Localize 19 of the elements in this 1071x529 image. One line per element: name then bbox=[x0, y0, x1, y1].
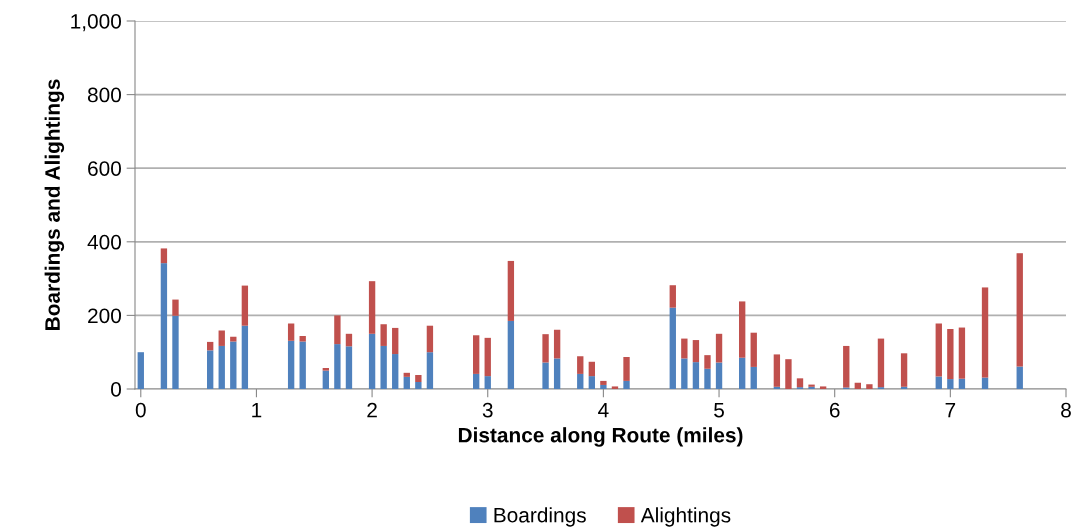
x-axis-title: Distance along Route (miles) bbox=[458, 427, 743, 447]
x-tick-label: 7 bbox=[945, 402, 956, 418]
y-tick-label: 400 bbox=[87, 234, 121, 250]
x-tick-label: 0 bbox=[135, 402, 146, 418]
x-tick-label: 1 bbox=[252, 402, 262, 418]
y-tick-label: 600 bbox=[88, 161, 121, 176]
y-axis-title: Boardings and Alightings bbox=[44, 79, 65, 330]
x-tick-label: 5 bbox=[714, 402, 724, 418]
x-tick-label: 6 bbox=[829, 402, 840, 418]
y-tick-label: 200 bbox=[88, 308, 121, 324]
y-tick-label: 1,000 bbox=[71, 14, 121, 32]
y-tick-label: 0 bbox=[111, 382, 121, 397]
legend-label: Alightings bbox=[640, 507, 731, 527]
x-tick-label: 4 bbox=[598, 402, 609, 418]
x-tick-label: 8 bbox=[1061, 402, 1071, 418]
y-tick-label: 800 bbox=[87, 87, 121, 103]
x-tick-label: 3 bbox=[482, 402, 493, 418]
legend-label: Boardings bbox=[494, 507, 586, 527]
x-tick-label: 2 bbox=[367, 402, 377, 418]
